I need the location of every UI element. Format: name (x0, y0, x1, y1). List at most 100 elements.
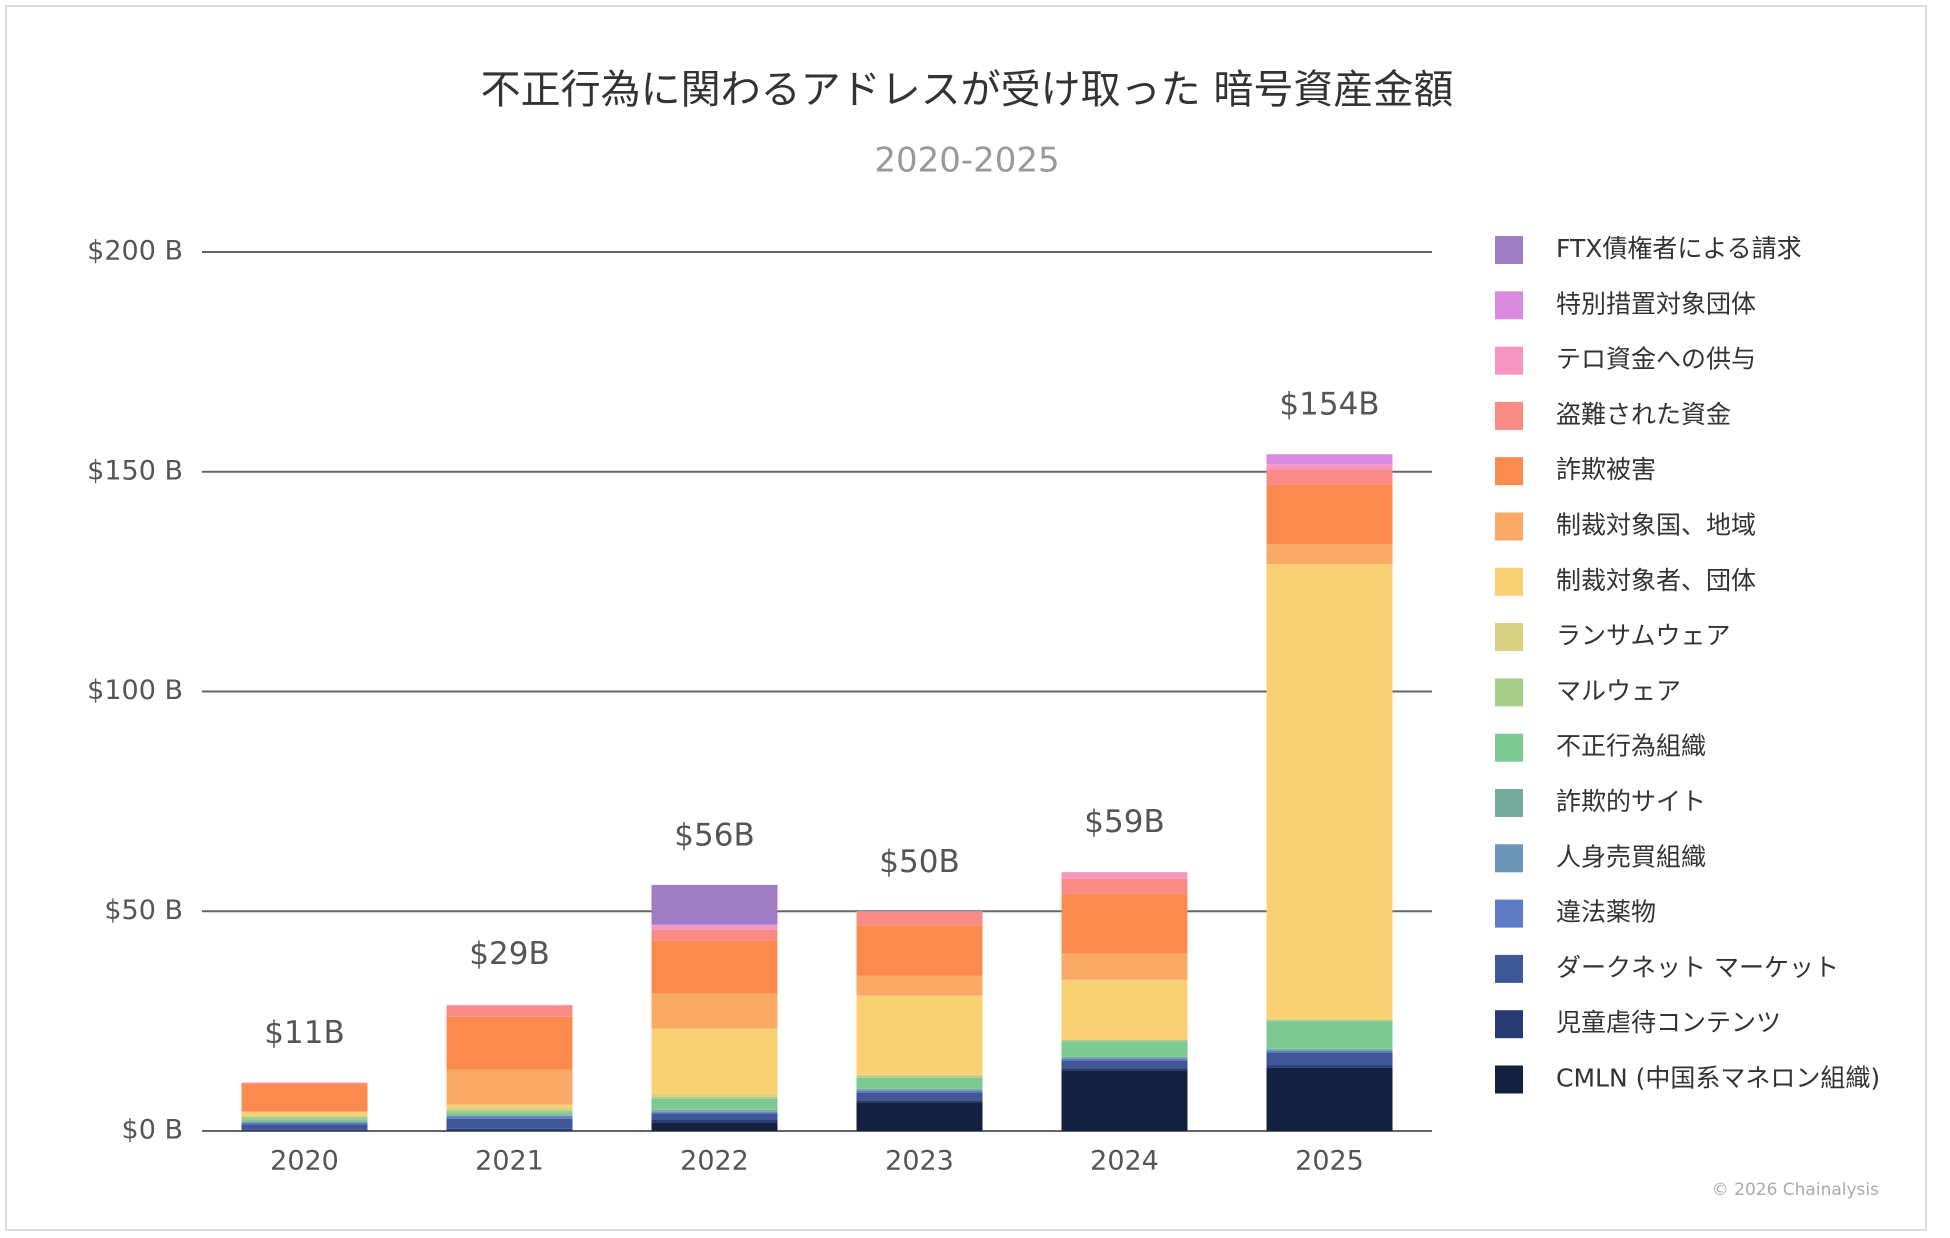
y-tick-label: $50 B (104, 895, 183, 926)
legend-label: 人身売買組織 (1556, 842, 1706, 871)
x-tick-label: 2022 (680, 1146, 749, 1177)
bar-segment (856, 1074, 983, 1077)
bar-segment (1266, 544, 1393, 565)
bar-segment (1061, 1068, 1188, 1071)
bar-segment (446, 1107, 573, 1110)
bar-segment (856, 911, 983, 913)
bar-segment (446, 1016, 573, 1070)
legend-label: テロ資金への供与 (1556, 345, 1756, 374)
bar-segment (241, 1119, 368, 1122)
bar-segment (1266, 454, 1393, 465)
bar-segment (241, 1112, 368, 1116)
chart-title: 不正行為に関わるアドレスが受け取った 暗号資産金額 (481, 67, 1454, 113)
bar-segment (1266, 1065, 1393, 1068)
bar-segment (1266, 1067, 1393, 1131)
bar-segment (1266, 1018, 1393, 1020)
copyright: © 2026 Chainalysis (1712, 1180, 1879, 1200)
bar-segment (856, 1088, 983, 1091)
legend-label: 詐欺的サイト (1556, 787, 1706, 816)
bar-segment (446, 1005, 573, 1017)
bar-segment (241, 1122, 368, 1125)
bar-segment (1266, 1050, 1393, 1052)
bar-segment (446, 1128, 573, 1131)
total-label: $29B (469, 936, 549, 972)
bar-segment (1266, 564, 1393, 1019)
bar-segment (651, 1112, 778, 1114)
bar-segment (856, 925, 983, 976)
bar-segment (651, 924, 778, 926)
bar-segment (651, 929, 778, 941)
bar-segment (856, 1077, 983, 1089)
y-tick-label: $150 B (87, 455, 183, 486)
legend-label: 盗難された資金 (1556, 400, 1731, 429)
bar-segment (1266, 464, 1393, 470)
y-tick-label: $200 B (87, 236, 183, 267)
legend-label: 違法薬物 (1556, 898, 1656, 927)
bar-segment (651, 1120, 778, 1123)
legend-label: 制裁対象国、地域 (1556, 511, 1756, 540)
bar-segment (1061, 894, 1188, 954)
bar-segment (1266, 469, 1393, 485)
legend-label: 制裁対象者、団体 (1556, 566, 1756, 595)
legend-swatch (1495, 236, 1523, 264)
legend-swatch (1495, 844, 1523, 873)
bar-segment (651, 1122, 778, 1131)
legend-label: ダークネット マーケット (1556, 953, 1839, 982)
legend-label: 特別措置対象団体 (1556, 289, 1756, 318)
bar-segment (241, 1124, 368, 1130)
bar-segment (651, 1028, 778, 1095)
bar-segment (651, 1098, 778, 1110)
bar-segment (446, 1116, 573, 1119)
legend-swatch (1495, 567, 1523, 596)
bar-segment (446, 1112, 573, 1116)
bar-segment (1266, 1019, 1393, 1022)
bar-segment (1266, 1021, 1393, 1049)
x-tick-label: 2024 (1090, 1146, 1159, 1177)
bar-segment (651, 1109, 778, 1112)
total-label: $11B (264, 1015, 344, 1051)
bar-segment (241, 1116, 368, 1120)
bar-segment (1061, 872, 1188, 879)
bar-segment (856, 1100, 983, 1103)
bar-segment (1061, 1060, 1188, 1069)
legend-swatch (1495, 401, 1523, 430)
bar-segment (1266, 1052, 1393, 1066)
bar-segment (1266, 484, 1393, 545)
legend-label: FTX債権者による請求 (1556, 234, 1802, 263)
legend-label: ランサムウェア (1556, 621, 1731, 650)
bar-segment (1266, 1048, 1393, 1051)
bar-segment (856, 1076, 983, 1078)
bar-segment (1061, 878, 1188, 895)
legend-swatch (1495, 678, 1523, 707)
bar-segment (446, 1109, 573, 1113)
legend-swatch (1495, 512, 1523, 541)
bar-segment (446, 1004, 573, 1006)
bar-segment (241, 1084, 368, 1112)
bar-segment (651, 940, 778, 994)
legend-swatch (1495, 1010, 1523, 1039)
chart-subtitle: 2020-2025 (874, 141, 1059, 181)
bar-segment (1061, 953, 1188, 980)
bar-segment (446, 1104, 573, 1108)
bar-segment (241, 1121, 368, 1123)
total-label: $154B (1279, 387, 1379, 423)
legend-swatch (1495, 954, 1523, 983)
bar-segment (856, 1102, 983, 1131)
bar-segment (651, 884, 778, 925)
legend-swatch (1495, 346, 1523, 375)
x-tick-label: 2023 (885, 1146, 954, 1177)
bar-segment (651, 1096, 778, 1099)
total-label: $50B (879, 844, 959, 880)
bar-segment (651, 1094, 778, 1097)
bar-segment (856, 1090, 983, 1092)
legend-swatch (1495, 1065, 1523, 1094)
bar-segment (856, 975, 983, 996)
bar-segment (651, 1111, 778, 1113)
bar-segment (651, 993, 778, 1029)
legend-swatch (1495, 291, 1523, 320)
bar-segment (856, 995, 983, 1075)
bar-segment (1061, 1070, 1188, 1131)
legend-label: 詐欺被害 (1556, 455, 1656, 484)
legend-swatch (1495, 457, 1523, 486)
